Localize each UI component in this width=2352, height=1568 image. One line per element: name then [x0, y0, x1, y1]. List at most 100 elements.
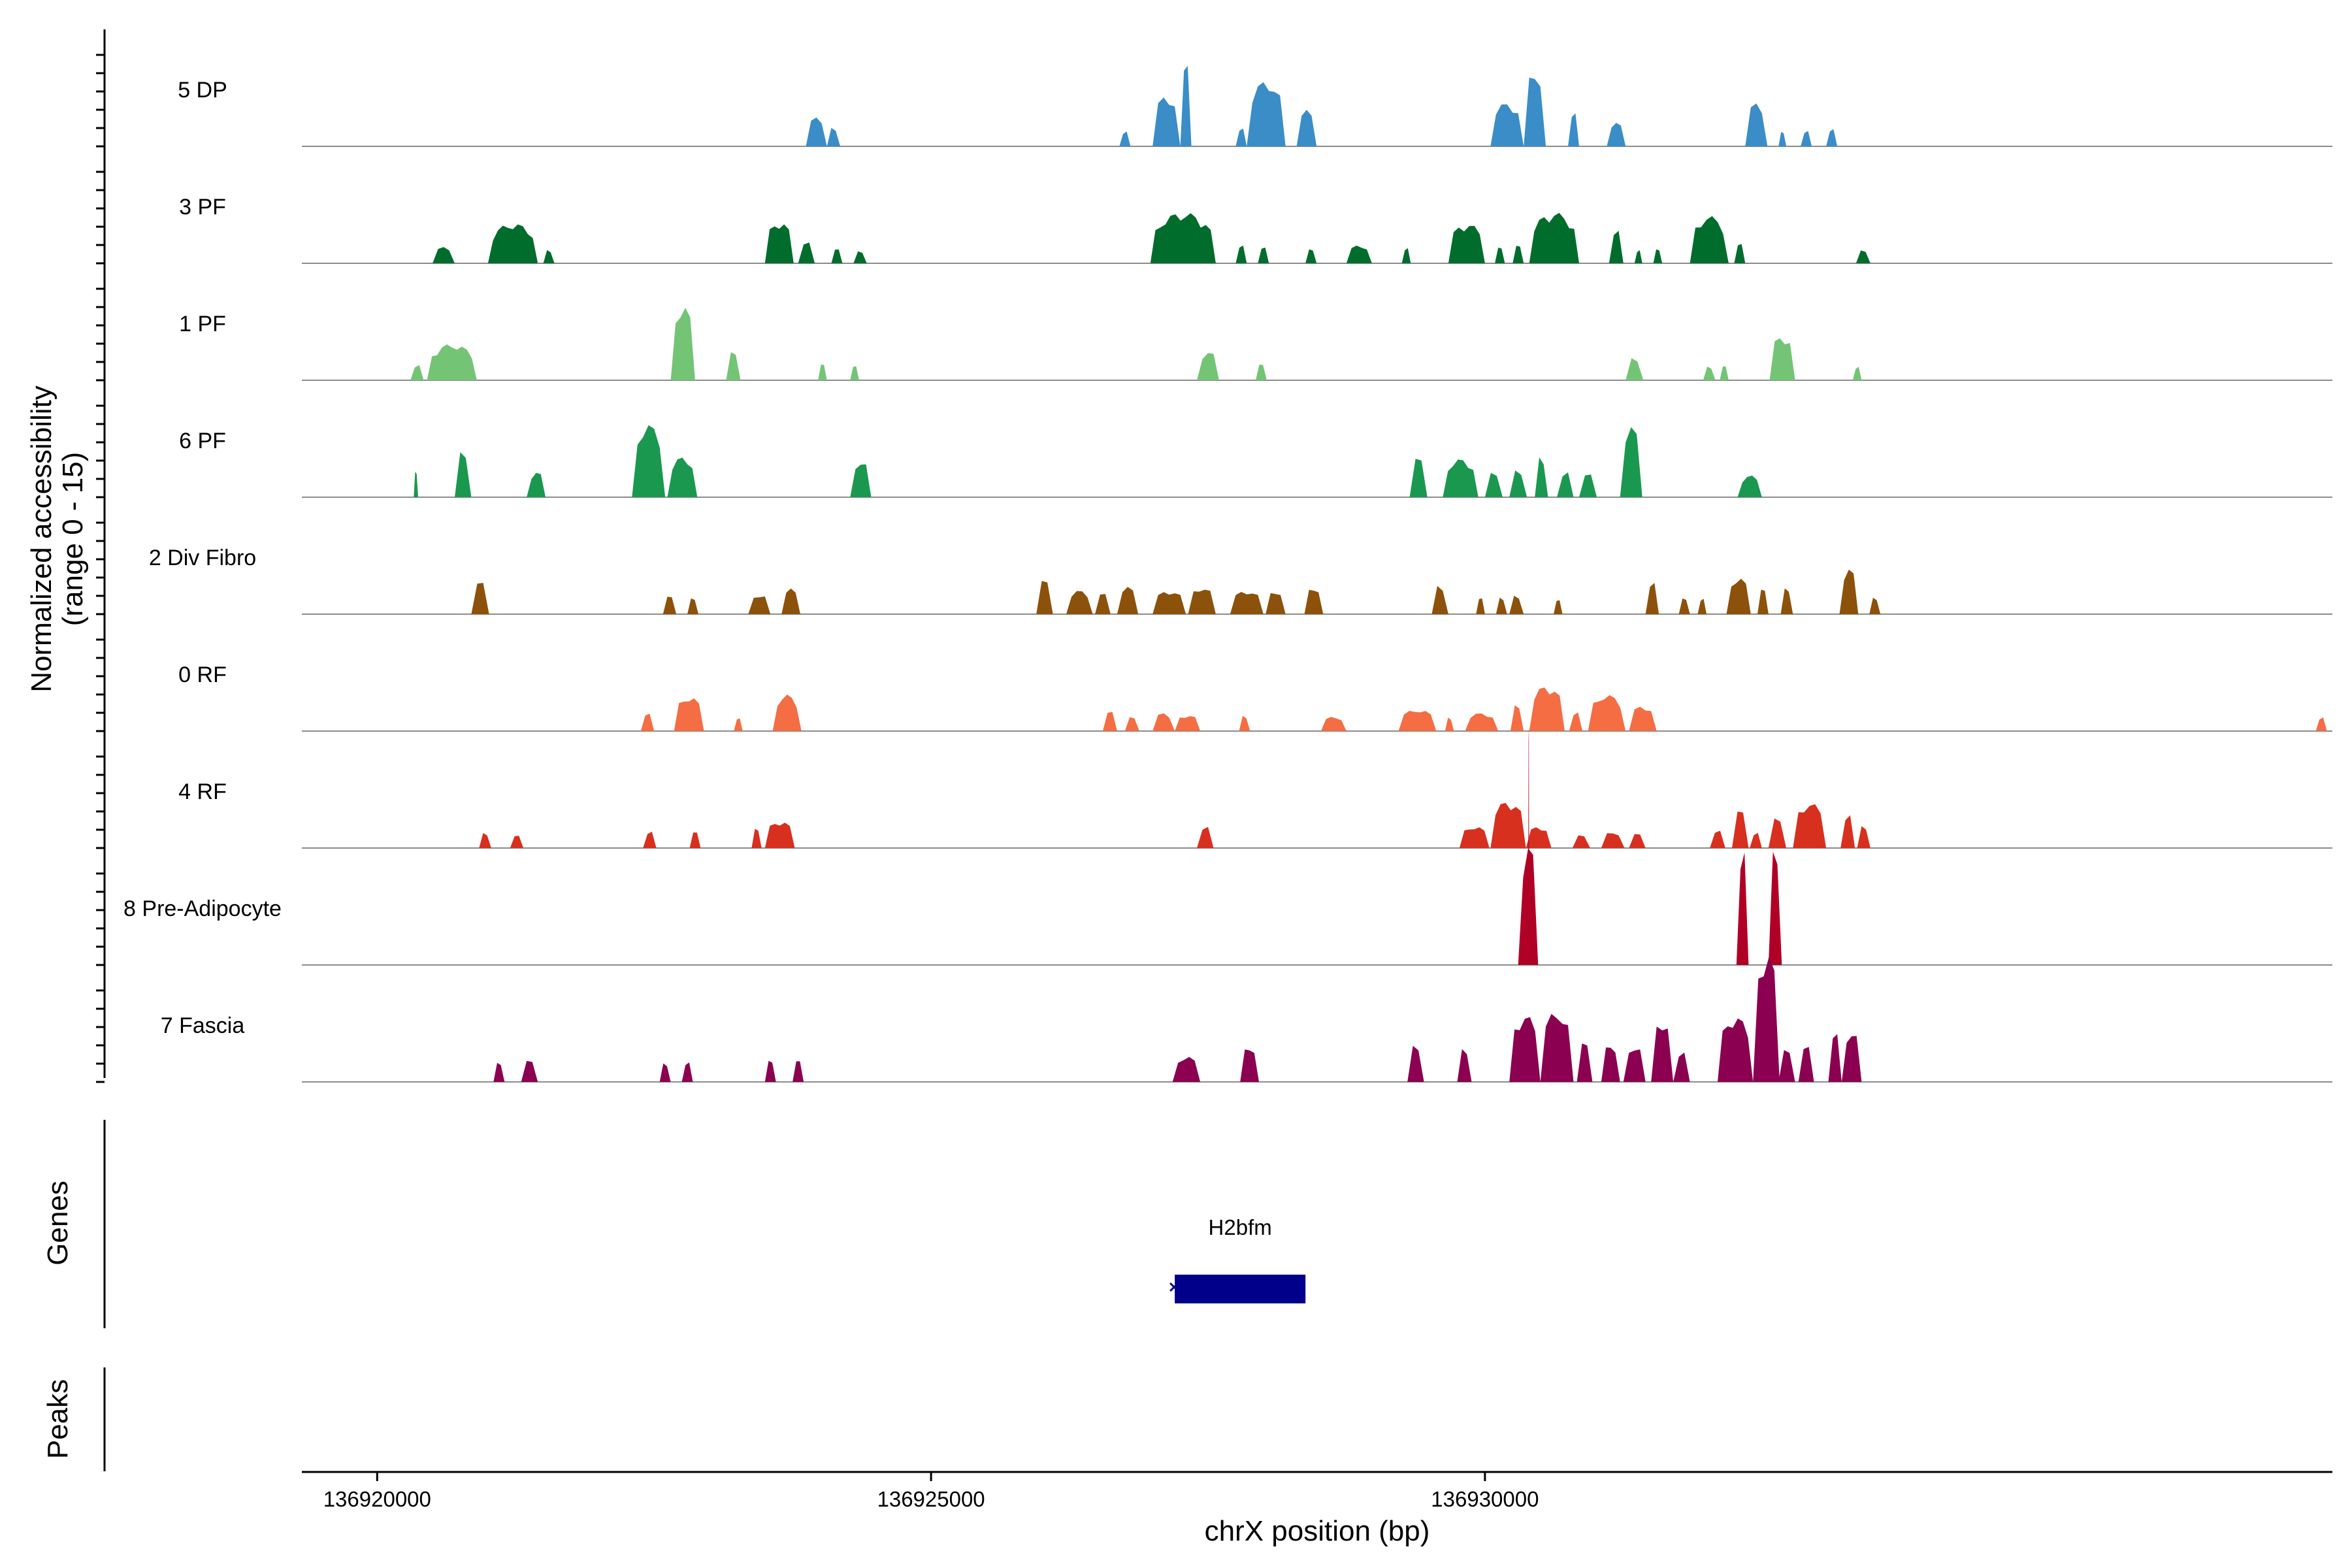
coverage-peak	[1247, 82, 1286, 146]
coverage-peak	[1852, 367, 1862, 380]
coverage-peak	[1296, 110, 1317, 146]
coverage-peak	[1524, 77, 1546, 146]
coverage-peak	[1588, 695, 1626, 731]
coverage-peak	[487, 224, 538, 263]
coverage-peak	[1568, 113, 1579, 146]
y-axis-title-line-1: Normalized accessibility	[25, 385, 57, 692]
track-2-div-fibro: 2 Div Fibro	[149, 546, 2332, 615]
coverage-peak	[1066, 591, 1093, 614]
coverage-peak	[1124, 717, 1139, 731]
coverage-peak	[1197, 826, 1214, 848]
track-3-pf: 3 PF	[179, 195, 2332, 264]
coverage-peak	[1737, 475, 1762, 497]
coverage-peak	[1180, 65, 1192, 146]
coverage-peak	[681, 1062, 693, 1082]
coverage-peak	[1172, 1056, 1201, 1082]
coverage-peak	[1625, 358, 1644, 380]
track-0-rf: 0 RF	[178, 662, 2332, 732]
coverage-peak	[1255, 365, 1267, 380]
track-label-2-div-fibro: 2 Div Fibro	[149, 546, 256, 570]
coverage-peak	[659, 1063, 671, 1082]
coverage-peak	[1750, 832, 1762, 848]
coverage-peak	[818, 365, 827, 380]
coverage-peak	[781, 588, 800, 614]
coverage-peak	[670, 308, 695, 380]
coverage-peak	[493, 1062, 505, 1082]
coverage-peak	[826, 127, 841, 146]
coverage-peak	[1457, 1049, 1472, 1082]
coverage-peak	[1230, 592, 1264, 614]
coverage-peak	[662, 596, 677, 614]
coverage-peak	[643, 831, 657, 848]
coverage-peak	[798, 242, 815, 263]
coverage-peak	[1690, 216, 1729, 263]
coverage-peak	[1601, 1047, 1620, 1082]
coverage-peak	[734, 718, 743, 731]
coverage-peak	[1445, 717, 1454, 731]
coverage-peak	[1490, 803, 1526, 848]
coverage-peak	[1117, 587, 1139, 614]
coverage-peak	[850, 366, 859, 380]
coverage-peak	[1102, 711, 1117, 731]
coverage-peak	[1826, 129, 1838, 146]
track-label-8-pre-adipocyte: 8 Pre-Adipocyte	[123, 896, 282, 921]
coverage-peak	[1778, 132, 1787, 146]
coverage-peak	[1601, 833, 1625, 848]
coverage-peak	[1484, 472, 1503, 497]
coverage-peak	[640, 713, 655, 731]
coverage-peak	[1512, 246, 1524, 263]
coverage-peak	[1718, 1018, 1754, 1082]
coverage-peak	[1579, 474, 1597, 497]
coverage-peak	[1459, 827, 1490, 848]
coverage-peak	[751, 828, 762, 848]
x-axis-ticks: 136920000 136925000 136930000	[323, 1473, 1539, 1511]
coverage-peak	[1569, 712, 1583, 731]
coverage-peak	[1152, 97, 1181, 146]
coverage-peak	[455, 452, 472, 497]
coverage-peak	[1239, 715, 1250, 731]
coverage-peak	[1634, 250, 1642, 263]
coverage-peak	[1188, 589, 1216, 614]
track-label-4-rf: 4 RF	[178, 779, 227, 804]
coverage-peak	[1476, 598, 1485, 614]
track-8-pre-adipocyte: 8 Pre-Adipocyte	[123, 725, 2332, 966]
coverage-peak	[1409, 459, 1428, 497]
coverage-peak	[1841, 1036, 1862, 1082]
coverage-peak	[1258, 247, 1269, 263]
coverage-peak	[1607, 123, 1626, 146]
coverage-peak	[1869, 597, 1881, 614]
peaks-track-title: Peaks	[42, 1379, 74, 1459]
coverage-peak	[1734, 244, 1746, 263]
coverage-peak	[1678, 598, 1690, 614]
coverage-peak	[764, 1060, 776, 1082]
coverage-peak	[1710, 830, 1725, 848]
track-label-5-dp: 5 DP	[178, 78, 227, 103]
coverage-peak	[1653, 249, 1663, 263]
coverage-peak	[1768, 851, 1782, 965]
coverage-peak	[1510, 705, 1524, 731]
coverage-peak	[1448, 225, 1485, 263]
coverage-peak	[527, 472, 546, 497]
coverage-peak	[510, 836, 524, 848]
coverage-peak	[1465, 713, 1499, 731]
coverage-peak	[2315, 717, 2327, 731]
coverage-peak	[764, 823, 795, 848]
coverage-peak	[1150, 213, 1216, 263]
coverage-peak	[1398, 711, 1437, 731]
coverage-peak	[1780, 588, 1793, 614]
coverage-peak	[1673, 1053, 1690, 1082]
x-axis-title: chrX position (bp)	[1205, 1515, 1430, 1547]
coverage-peak	[471, 583, 489, 614]
coverage-peak	[1197, 353, 1219, 380]
coverage-peak	[1651, 1026, 1674, 1082]
coverage-peak	[1528, 725, 1529, 965]
coverage-peak	[764, 224, 794, 263]
coverage-peak	[1526, 827, 1552, 848]
coverage-peak	[1855, 250, 1870, 263]
coverage-peak	[1152, 713, 1175, 731]
coverage-peak	[1095, 594, 1111, 614]
x-tick-label: 136920000	[323, 1487, 431, 1511]
coverage-tracks: 5 DP 3 PF 1 PF 6 PF 2 Div Fibro 0 RF 4 RF 8 Pre…	[123, 65, 2332, 1083]
coverage-peak	[1495, 248, 1505, 263]
